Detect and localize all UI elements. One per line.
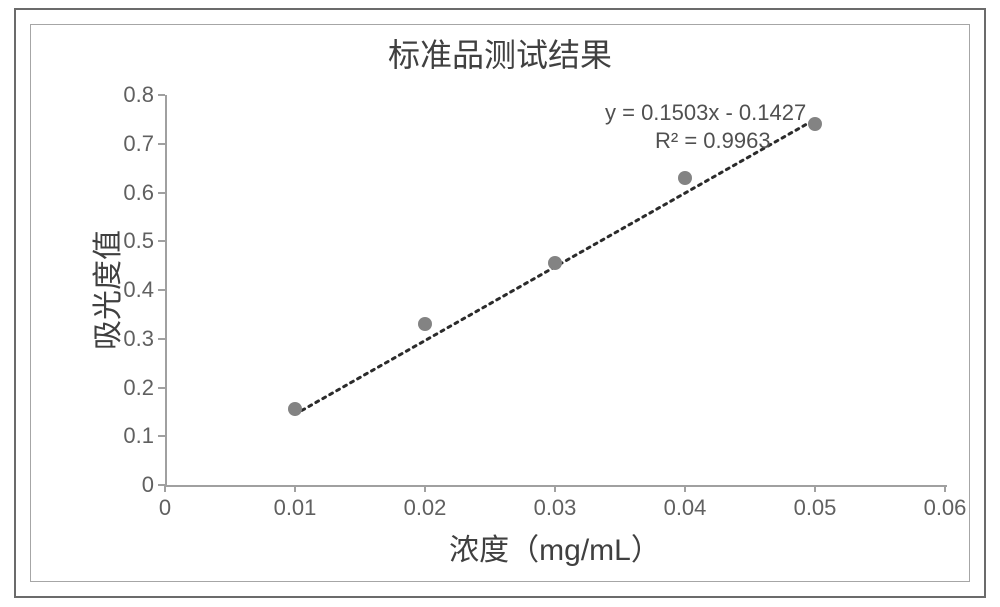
y-tick-label: 0.4 <box>123 277 154 303</box>
x-tick-label: 0.04 <box>664 495 707 521</box>
y-tick-mark <box>158 289 165 291</box>
y-tick-mark <box>158 338 165 340</box>
x-tick-label: 0 <box>159 495 171 521</box>
data-point <box>288 402 302 416</box>
x-tick-mark <box>554 485 556 492</box>
x-tick-label: 0.01 <box>274 495 317 521</box>
y-tick-mark <box>158 435 165 437</box>
y-tick-label: 0.2 <box>123 375 154 401</box>
data-point <box>678 171 692 185</box>
y-tick-mark <box>158 192 165 194</box>
x-tick-label: 0.03 <box>534 495 577 521</box>
y-tick-mark <box>158 387 165 389</box>
y-tick-label: 0 <box>142 472 154 498</box>
y-tick-mark <box>158 240 165 242</box>
y-axis-label: 吸光度值 <box>83 230 127 350</box>
x-tick-label: 0.05 <box>794 495 837 521</box>
y-tick-label: 0.6 <box>123 180 154 206</box>
trend-line <box>165 95 945 485</box>
data-point <box>418 317 432 331</box>
y-tick-label: 0.5 <box>123 228 154 254</box>
y-tick-mark <box>158 94 165 96</box>
y-tick-mark <box>158 143 165 145</box>
chart-title: 标准品测试结果 <box>0 30 1000 76</box>
x-axis-label: 浓度（mg/mL） <box>165 525 945 569</box>
x-tick-mark <box>424 485 426 492</box>
r-squared: R² = 0.9963 <box>655 128 771 154</box>
equation-line: y = 0.1503x - 0.1427 <box>605 100 806 126</box>
y-tick-label: 0.7 <box>123 131 154 157</box>
data-point <box>548 256 562 270</box>
x-tick-label: 0.06 <box>924 495 967 521</box>
x-tick-mark <box>164 485 166 492</box>
x-tick-label: 0.02 <box>404 495 447 521</box>
x-tick-mark <box>944 485 946 492</box>
x-tick-mark <box>294 485 296 492</box>
x-tick-mark <box>684 485 686 492</box>
y-tick-label: 0.1 <box>123 423 154 449</box>
y-tick-label: 0.8 <box>123 82 154 108</box>
x-tick-mark <box>814 485 816 492</box>
y-tick-label: 0.3 <box>123 326 154 352</box>
data-point <box>808 117 822 131</box>
